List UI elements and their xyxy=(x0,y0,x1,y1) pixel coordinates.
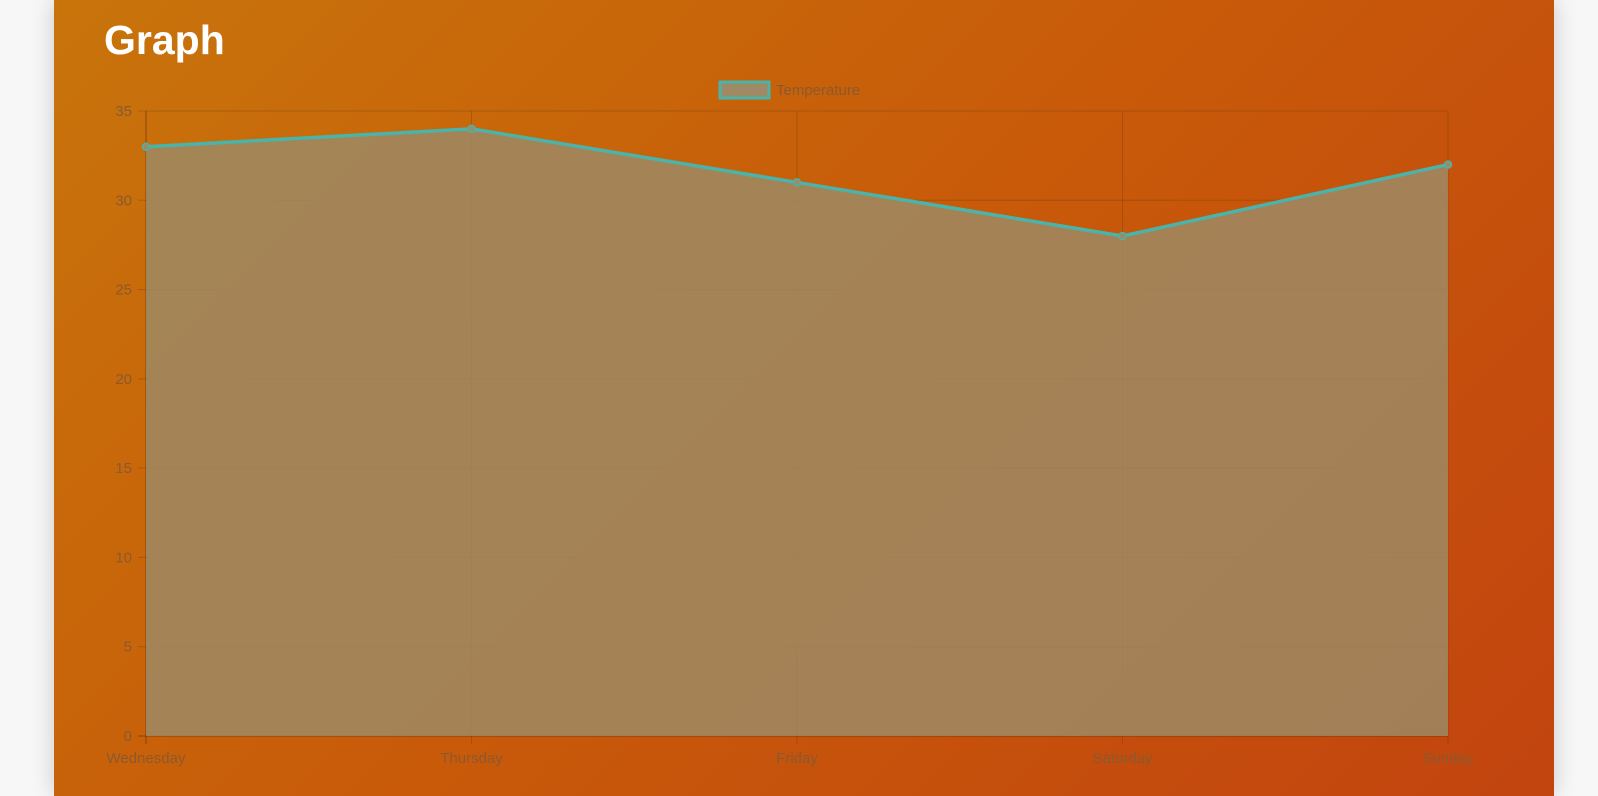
data-point-sunday xyxy=(1443,160,1453,169)
page-title: Graph xyxy=(104,17,225,63)
data-point-friday xyxy=(792,178,802,187)
y-tick-label: 30 xyxy=(115,192,132,209)
y-tick-label: 35 xyxy=(115,103,132,120)
data-point-thursday xyxy=(467,124,476,134)
data-series-temperature xyxy=(141,124,1453,736)
legend[interactable]: Temperature xyxy=(718,80,860,100)
y-tick-label: 15 xyxy=(115,460,132,477)
legend-label-temperature: Temperature xyxy=(776,82,860,99)
legend-swatch xyxy=(718,80,771,100)
data-point-saturday xyxy=(1118,231,1127,241)
y-tick-label: 25 xyxy=(115,282,132,299)
series-area-fill xyxy=(146,128,1448,736)
y-tick-label: 5 xyxy=(124,639,132,656)
data-point-wednesday xyxy=(141,142,151,151)
y-tick-label: 10 xyxy=(115,549,132,566)
x-tick-label: Wednesday xyxy=(107,750,186,767)
line-chart: Temperature 0 5 10 15 20 25 30 35 Wednesday Thur… xyxy=(107,80,1474,767)
chart-card: Graph Temperature 0 5 10 15 20 25 30 35 Wednesd… xyxy=(54,0,1554,796)
x-tick-label: Saturday xyxy=(1092,750,1153,767)
y-tick-label: 0 xyxy=(124,728,132,745)
x-tick-label: Sunday xyxy=(1423,750,1474,767)
x-tick-label: Thursday xyxy=(440,750,503,767)
x-tick-label: Friday xyxy=(776,750,818,767)
y-axis: 0 5 10 15 20 25 30 35 xyxy=(115,103,132,745)
x-axis: Wednesday Thursday Friday Saturday Sunday xyxy=(107,750,1474,767)
y-tick-label: 20 xyxy=(115,371,132,388)
